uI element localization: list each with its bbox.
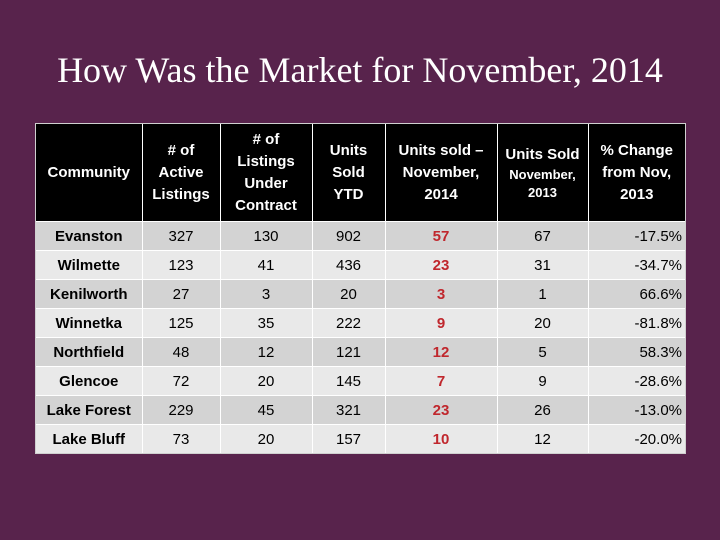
cell-community: Northfield bbox=[36, 337, 143, 367]
cell-active-listings: 125 bbox=[142, 308, 221, 338]
cell-under-contract: 130 bbox=[220, 221, 313, 251]
cell-percent-change: -13.0% bbox=[588, 395, 685, 425]
cell-percent-change: -34.7% bbox=[588, 250, 685, 280]
cell-active-listings: 27 bbox=[142, 279, 221, 309]
header-label: # of Listings Under Contract bbox=[235, 130, 297, 214]
cell-community: Kenilworth bbox=[36, 279, 143, 309]
cell-units-sold-nov-2013: 67 bbox=[497, 221, 589, 251]
table-row: Lake Bluff 73 20 157 10 12 -20.0% bbox=[36, 424, 685, 453]
cell-units-sold-ytd: 121 bbox=[312, 337, 386, 367]
cell-community: Lake Forest bbox=[36, 395, 143, 425]
cell-community: Winnetka bbox=[36, 308, 143, 338]
header-label: % Change from Nov, 2013 bbox=[600, 141, 673, 203]
header-units-sold-nov-2013: Units Sold November, 2013 bbox=[497, 124, 589, 222]
table-row: Lake Forest 229 45 321 23 26 -13.0% bbox=[36, 395, 685, 425]
cell-active-listings: 48 bbox=[142, 337, 221, 367]
cell-under-contract: 3 bbox=[220, 279, 313, 309]
cell-percent-change: 58.3% bbox=[588, 337, 685, 367]
market-table: Community # of Active Listings # of List… bbox=[35, 123, 686, 454]
header-label: # of Active Listings bbox=[152, 141, 210, 203]
cell-active-listings: 229 bbox=[142, 395, 221, 425]
cell-community: Glencoe bbox=[36, 366, 143, 396]
cell-active-listings: 72 bbox=[142, 366, 221, 396]
cell-units-sold-ytd: 157 bbox=[312, 424, 386, 453]
header-label: Units sold – November, 2014 bbox=[398, 141, 484, 203]
cell-active-listings: 123 bbox=[142, 250, 221, 280]
cell-percent-change: -20.0% bbox=[588, 424, 685, 453]
cell-percent-change: 66.6% bbox=[588, 279, 685, 309]
cell-units-sold-ytd: 20 bbox=[312, 279, 386, 309]
cell-active-listings: 327 bbox=[142, 221, 221, 251]
header-units-sold-ytd: Units Sold YTD bbox=[312, 124, 386, 222]
header-units-sold-nov-2014: Units sold – November, 2014 bbox=[385, 124, 498, 222]
table-header: Community # of Active Listings # of List… bbox=[36, 124, 685, 222]
cell-units-sold-nov-2014: 57 bbox=[385, 221, 498, 251]
table-row: Evanston 327 130 902 57 67 -17.5% bbox=[36, 221, 685, 251]
cell-units-sold-nov-2014: 7 bbox=[385, 366, 498, 396]
cell-units-sold-nov-2014: 9 bbox=[385, 308, 498, 338]
header-active-listings: # of Active Listings bbox=[142, 124, 221, 222]
cell-units-sold-nov-2013: 1 bbox=[497, 279, 589, 309]
cell-units-sold-nov-2014: 10 bbox=[385, 424, 498, 453]
header-sublabel: November, 2013 bbox=[509, 166, 576, 200]
header-label: Units Sold bbox=[505, 145, 580, 163]
header-label: Community bbox=[47, 163, 131, 181]
cell-units-sold-nov-2013: 26 bbox=[497, 395, 589, 425]
header-percent-change: % Change from Nov, 2013 bbox=[588, 124, 685, 222]
cell-units-sold-nov-2013: 9 bbox=[497, 366, 589, 396]
table-row: Glencoe 72 20 145 7 9 -28.6% bbox=[36, 366, 685, 396]
header-community: Community bbox=[36, 124, 143, 222]
cell-percent-change: -17.5% bbox=[588, 221, 685, 251]
table-row: Winnetka 125 35 222 9 20 -81.8% bbox=[36, 308, 685, 338]
cell-units-sold-nov-2013: 20 bbox=[497, 308, 589, 338]
cell-units-sold-nov-2014: 3 bbox=[385, 279, 498, 309]
cell-units-sold-nov-2014: 23 bbox=[385, 395, 498, 425]
cell-under-contract: 20 bbox=[220, 424, 313, 453]
table-row: Northfield 48 12 121 12 5 58.3% bbox=[36, 337, 685, 367]
header-under-contract: # of Listings Under Contract bbox=[220, 124, 313, 222]
cell-units-sold-nov-2014: 12 bbox=[385, 337, 498, 367]
cell-units-sold-ytd: 222 bbox=[312, 308, 386, 338]
cell-community: Evanston bbox=[36, 221, 143, 251]
cell-units-sold-ytd: 902 bbox=[312, 221, 386, 251]
cell-units-sold-nov-2013: 5 bbox=[497, 337, 589, 367]
cell-under-contract: 35 bbox=[220, 308, 313, 338]
cell-units-sold-nov-2014: 23 bbox=[385, 250, 498, 280]
cell-under-contract: 45 bbox=[220, 395, 313, 425]
table-body: Evanston 327 130 902 57 67 -17.5% Wilmet… bbox=[36, 221, 685, 453]
cell-percent-change: -81.8% bbox=[588, 308, 685, 338]
cell-under-contract: 12 bbox=[220, 337, 313, 367]
cell-units-sold-nov-2013: 31 bbox=[497, 250, 589, 280]
cell-community: Lake Bluff bbox=[36, 424, 143, 453]
cell-units-sold-ytd: 321 bbox=[312, 395, 386, 425]
cell-percent-change: -28.6% bbox=[588, 366, 685, 396]
cell-units-sold-ytd: 436 bbox=[312, 250, 386, 280]
cell-units-sold-nov-2013: 12 bbox=[497, 424, 589, 453]
slide-title: How Was the Market for November, 2014 bbox=[57, 50, 663, 90]
cell-under-contract: 20 bbox=[220, 366, 313, 396]
cell-active-listings: 73 bbox=[142, 424, 221, 453]
table-row: Wilmette 123 41 436 23 31 -34.7% bbox=[36, 250, 685, 280]
cell-community: Wilmette bbox=[36, 250, 143, 280]
cell-under-contract: 41 bbox=[220, 250, 313, 280]
cell-units-sold-ytd: 145 bbox=[312, 366, 386, 396]
header-label: Units Sold YTD bbox=[329, 141, 368, 203]
table-row: Kenilworth 27 3 20 3 1 66.6% bbox=[36, 279, 685, 309]
